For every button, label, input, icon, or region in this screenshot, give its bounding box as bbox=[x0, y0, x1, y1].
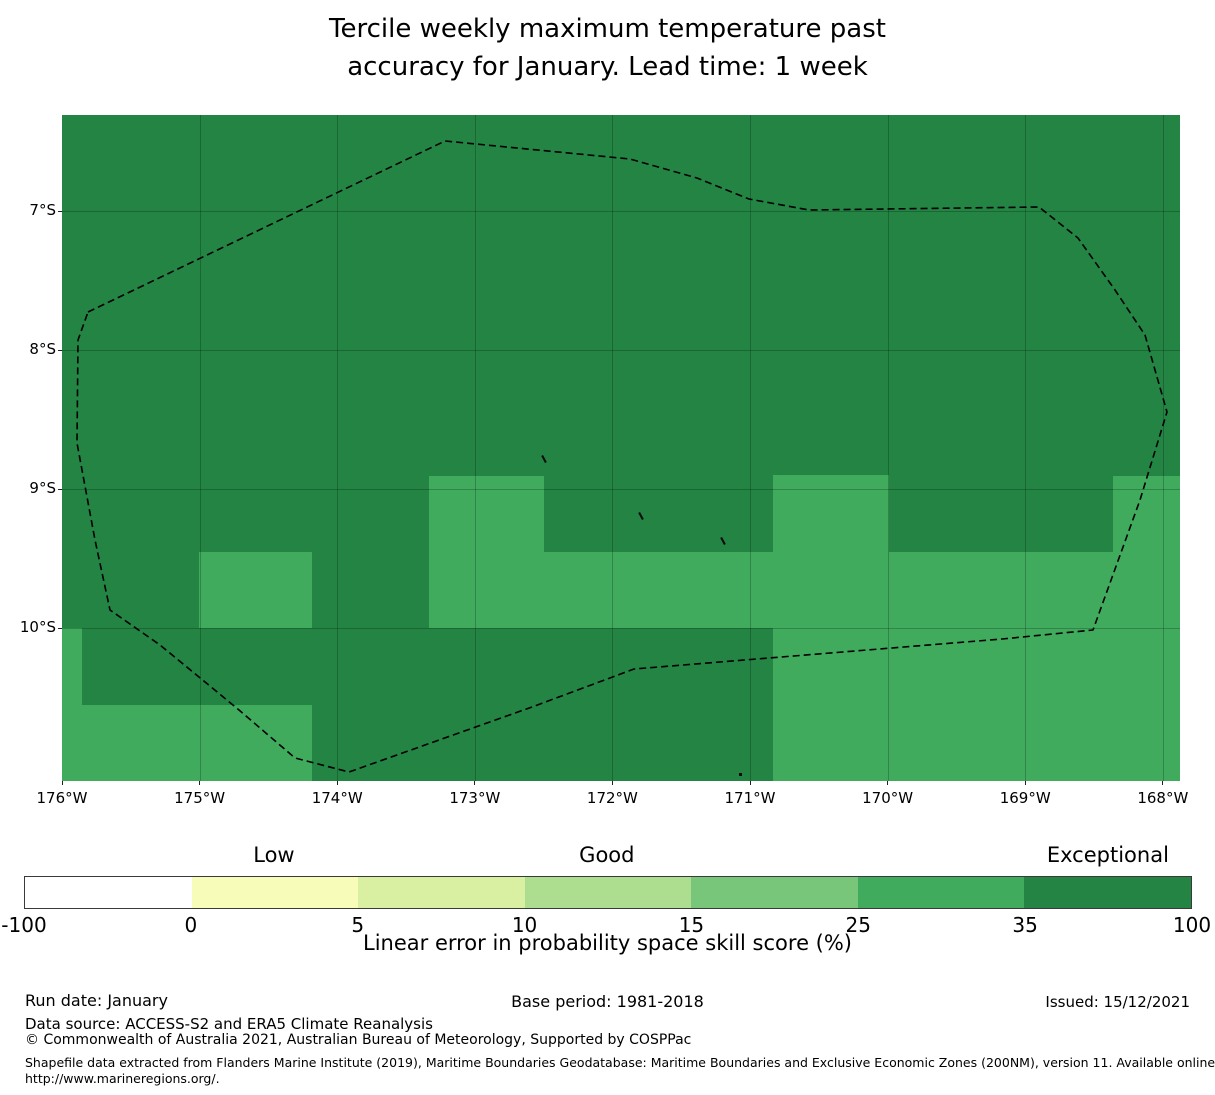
colorbar-axis-label: Linear error in probability space skill … bbox=[363, 931, 852, 955]
skill-cell-25-35 bbox=[82, 705, 312, 781]
latitude-gridline bbox=[62, 350, 1180, 351]
chart-title: Tercile weekly maximum temperature past … bbox=[0, 10, 1215, 86]
colorbar-tick-label: 5 bbox=[351, 913, 365, 937]
issued-date-text: Issued: 15/12/2021 bbox=[1045, 993, 1190, 1011]
colorbar-tick-label: 35 bbox=[1012, 913, 1038, 937]
latitude-gridline bbox=[62, 628, 1180, 629]
base-period-text: Base period: 1981-2018 bbox=[511, 992, 704, 1011]
colorbar-tick-label: 15 bbox=[678, 913, 705, 937]
skill-cell-25-35 bbox=[62, 628, 82, 781]
y-axis-tick-label: 7°S bbox=[29, 201, 56, 219]
skill-cell-25-35 bbox=[773, 475, 889, 552]
maritime-boundary-layer bbox=[76, 140, 1168, 773]
skill-cell-25-35 bbox=[773, 628, 1180, 781]
x-axis-tick-mark bbox=[749, 781, 751, 785]
colorbar-category-label: Low bbox=[253, 843, 295, 867]
x-axis-tick-label: 176°W bbox=[36, 789, 88, 807]
skill-cell-25-35 bbox=[429, 552, 1180, 628]
x-axis-tick-label: 171°W bbox=[724, 789, 776, 807]
colorbar-segment bbox=[691, 877, 858, 908]
y-axis-tick-mark bbox=[58, 489, 62, 490]
x-axis-tick-mark bbox=[61, 781, 63, 785]
x-axis-tick-label: 173°W bbox=[449, 789, 501, 807]
colorbar-tick-label: 100 bbox=[1172, 913, 1212, 937]
longitude-gridline bbox=[1162, 115, 1164, 781]
longitude-gridline bbox=[199, 115, 201, 781]
colorbar-segment bbox=[857, 877, 1025, 908]
island-mark bbox=[739, 773, 742, 776]
x-axis-tick-mark bbox=[199, 781, 201, 785]
colorbar-category-label: Good bbox=[579, 843, 635, 867]
colorbar bbox=[24, 876, 1192, 909]
longitude-gridline bbox=[887, 115, 889, 781]
x-axis-tick-label: 174°W bbox=[311, 789, 363, 807]
x-axis-tick-mark bbox=[474, 781, 476, 785]
latitude-gridline bbox=[62, 489, 1180, 490]
y-axis-tick-mark bbox=[58, 628, 62, 629]
chart-title-line2: accuracy for January. Lead time: 1 week bbox=[347, 52, 868, 82]
x-axis-tick-mark bbox=[887, 781, 889, 785]
x-axis-tick-label: 168°W bbox=[1137, 789, 1189, 807]
colorbar-segment bbox=[1024, 877, 1192, 908]
run-date-text: Run date: January bbox=[25, 991, 168, 1010]
chart-title-line1: Tercile weekly maximum temperature past bbox=[329, 14, 886, 44]
longitude-gridline bbox=[474, 115, 476, 781]
y-axis-tick-mark bbox=[58, 211, 62, 212]
x-axis-tick-label: 170°W bbox=[862, 789, 914, 807]
colorbar-segment bbox=[358, 877, 525, 908]
x-axis-tick-mark bbox=[1162, 781, 1164, 785]
colorbar-tick-label: 25 bbox=[845, 913, 872, 937]
x-axis-tick-mark bbox=[611, 781, 613, 785]
colorbar-segment bbox=[524, 877, 692, 908]
skill-cell-25-35 bbox=[1113, 476, 1180, 552]
y-axis-tick-label: 8°S bbox=[29, 340, 56, 358]
x-axis-tick-label: 172°W bbox=[586, 789, 638, 807]
x-axis-tick-mark bbox=[1024, 781, 1026, 785]
x-axis-tick-label: 169°W bbox=[999, 789, 1051, 807]
longitude-gridline bbox=[337, 115, 339, 781]
colorbar-tick-label: -100 bbox=[1, 913, 47, 937]
x-axis-tick-mark bbox=[336, 781, 338, 785]
longitude-gridline bbox=[750, 115, 751, 781]
skill-cell-25-35 bbox=[199, 552, 312, 628]
colorbar-tick-label: 10 bbox=[511, 913, 538, 937]
colorbar-category-label: Exceptional bbox=[1046, 843, 1169, 867]
longitude-gridline bbox=[1025, 115, 1027, 781]
skill-cell-25-35 bbox=[429, 476, 544, 552]
data-source-text: Data source: ACCESS-S2 and ERA5 Climate … bbox=[25, 1015, 433, 1033]
shapefile-url-text: http://www.marineregions.org/. bbox=[25, 1071, 220, 1086]
longitude-gridline bbox=[612, 115, 614, 781]
x-axis-tick-label: 175°W bbox=[174, 789, 226, 807]
copyright-text: © Commonwealth of Australia 2021, Austra… bbox=[25, 1032, 692, 1048]
colorbar-segment bbox=[191, 877, 359, 908]
colorbar-tick-label: 0 bbox=[184, 913, 198, 937]
y-axis-tick-label: 9°S bbox=[29, 479, 56, 497]
y-axis-tick-label: 10°S bbox=[19, 618, 56, 636]
shapefile-attribution-text: Shapefile data extracted from Flanders M… bbox=[25, 1055, 1215, 1070]
map-canvas bbox=[62, 115, 1180, 781]
maritime-boundary-line bbox=[76, 140, 1168, 773]
y-axis-tick-mark bbox=[58, 350, 62, 351]
latitude-gridline bbox=[62, 211, 1180, 212]
colorbar-segment bbox=[25, 877, 192, 908]
